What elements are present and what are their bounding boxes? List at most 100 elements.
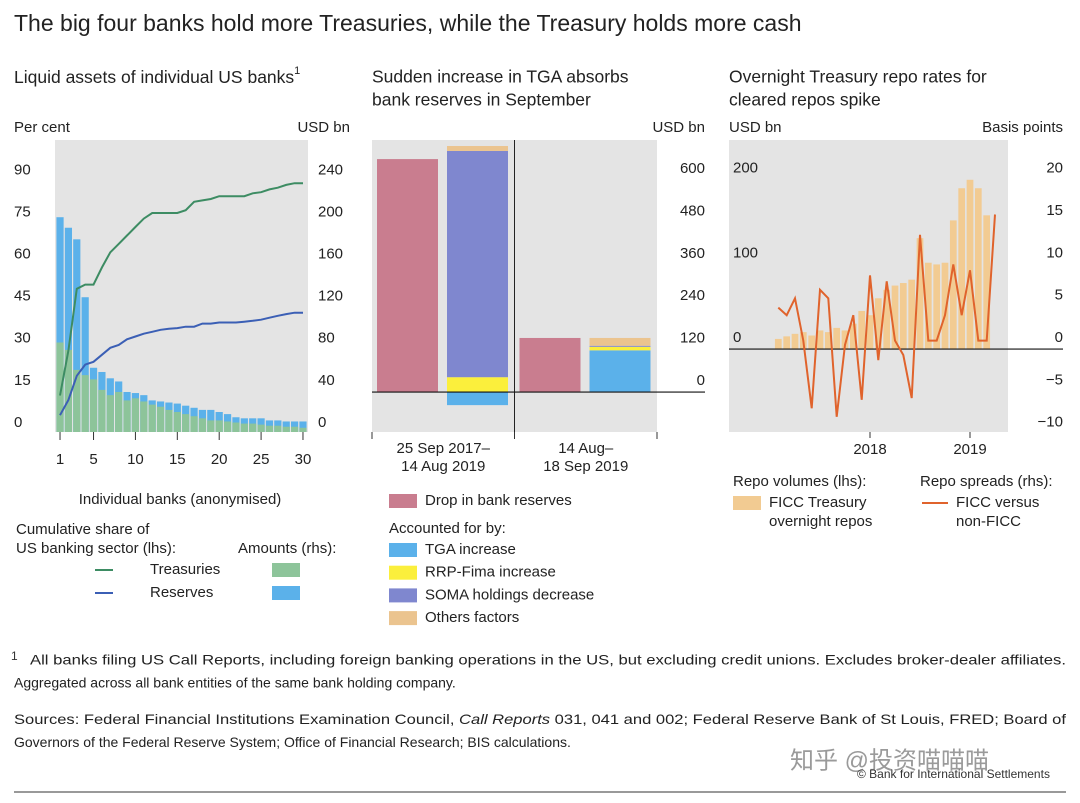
bar — [64, 349, 73, 432]
legend-swatch — [389, 588, 417, 603]
x-tick-label: 2018 — [853, 441, 886, 458]
sources-text: 031, 041 and 002; Federal Reserve Bank o… — [550, 711, 1066, 727]
y2-tick-label: 160 — [318, 246, 343, 263]
footnote-ref: 1 — [294, 65, 300, 77]
bar — [824, 332, 832, 350]
y-tick-label: 200 — [733, 160, 758, 177]
stacked-bar — [447, 392, 508, 406]
y-tick-label: 90 — [14, 161, 31, 178]
legend-swatch — [272, 586, 300, 600]
bar — [173, 411, 181, 432]
bar — [290, 426, 299, 432]
bar — [966, 179, 974, 350]
legend-label: Reserves — [150, 584, 213, 601]
panel-title: Liquid assets of individual US banks1 — [14, 65, 300, 87]
x-tick-label: 30 — [295, 451, 312, 468]
x-tick-label: 25 Sep 2017– — [397, 440, 491, 457]
bar — [165, 409, 173, 432]
y2-axis-label: USD bn — [297, 119, 350, 136]
y-tick-label: 240 — [680, 287, 705, 304]
y2-tick-label: −5 — [1046, 371, 1063, 388]
bar — [240, 423, 248, 432]
x-tick-label: 2019 — [953, 441, 986, 458]
bar — [983, 215, 991, 350]
bar — [198, 418, 207, 432]
bar — [81, 375, 89, 432]
bar — [140, 401, 148, 432]
bar — [891, 285, 899, 350]
legend-heading: US banking sector (lhs): — [16, 540, 176, 557]
bar — [56, 342, 64, 432]
bar — [377, 159, 438, 393]
bar — [916, 238, 924, 350]
plot-background — [55, 140, 308, 432]
legend-heading: Amounts (rhs): — [238, 540, 336, 557]
legend-label: Treasuries — [150, 561, 220, 578]
legend-label: overnight repos — [769, 513, 872, 530]
legend-swatch — [272, 563, 300, 577]
line — [59, 311, 303, 416]
x-tick-label: 10 — [127, 451, 144, 468]
bar — [249, 423, 257, 432]
bar — [73, 369, 81, 432]
bar — [215, 420, 223, 432]
bar — [958, 188, 966, 350]
legend-swatch — [733, 496, 761, 510]
bar — [774, 338, 782, 350]
y-tick-label: 15 — [14, 372, 31, 389]
bar — [941, 262, 949, 350]
bar — [791, 333, 799, 350]
panel-title: cleared repos spike — [729, 90, 881, 110]
sources-line: Sources: Federal Financial Institutions … — [14, 711, 1066, 727]
bar — [908, 279, 916, 350]
sources-text: Governors of the Federal Reserve System;… — [14, 734, 571, 750]
bar — [816, 330, 824, 350]
stacked-bar — [447, 377, 508, 393]
y2-tick-label: 5 — [1055, 287, 1063, 304]
y-tick-label: 100 — [733, 244, 758, 261]
y-tick-label: 480 — [680, 202, 705, 219]
bar — [232, 422, 240, 432]
line — [777, 214, 996, 417]
y-axis-label: Per cent — [14, 119, 71, 136]
y2-tick-label: 20 — [1046, 160, 1063, 177]
bar — [519, 337, 581, 393]
y-tick-label: 0 — [14, 414, 22, 431]
legend-label: TGA increase — [425, 541, 516, 558]
y-tick-label: 0 — [697, 372, 705, 389]
legend-swatch — [389, 543, 417, 557]
panel-title-text: Liquid assets of individual US banks — [14, 67, 294, 87]
y2-tick-label: 10 — [1046, 244, 1063, 261]
bar — [858, 310, 866, 350]
y2-tick-label: 0 — [318, 414, 326, 431]
bar — [73, 239, 81, 432]
y-tick-label: 60 — [14, 246, 31, 263]
legend-label: Drop in bank reserves — [425, 492, 572, 509]
bar — [299, 427, 307, 432]
watermark: 知乎 @投资喵喵喵 — [790, 747, 989, 774]
legend-label: FICC Treasury — [769, 494, 867, 511]
bar — [115, 391, 123, 432]
footnote-line: All banks filing US Call Reports, includ… — [30, 652, 1066, 668]
legend-label: SOMA holdings decrease — [425, 586, 594, 603]
x-tick-label: 5 — [89, 451, 97, 468]
y2-tick-label: 240 — [318, 161, 343, 178]
y2-tick-label: 0 — [1055, 329, 1063, 346]
bar — [849, 323, 857, 350]
bar — [274, 425, 282, 432]
bar — [223, 421, 232, 432]
bar — [106, 395, 114, 432]
legend-heading: Repo spreads (rhs): — [920, 473, 1053, 490]
y2-tick-label: 200 — [318, 203, 343, 220]
bar — [299, 421, 307, 432]
stacked-bar — [589, 345, 651, 347]
x-tick-label: 20 — [211, 451, 228, 468]
bar — [833, 327, 841, 350]
legend-heading: Accounted for by: — [389, 520, 506, 537]
stacked-bar — [447, 146, 508, 151]
bar — [56, 217, 64, 432]
stacked-bar — [589, 346, 651, 351]
y2-tick-label: 120 — [318, 288, 343, 305]
bar — [89, 379, 98, 432]
